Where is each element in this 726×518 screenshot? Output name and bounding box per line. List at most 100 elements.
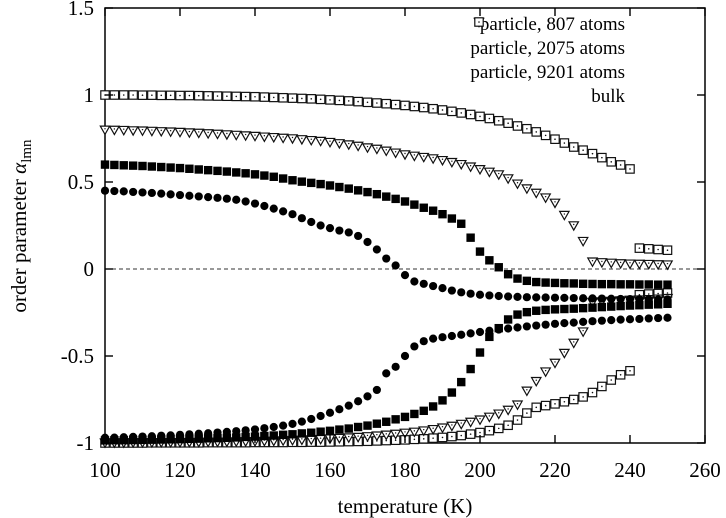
point-p9201-upper <box>549 198 561 209</box>
point-p9201-upper-dot <box>123 128 125 130</box>
point-bulk-lower-dot <box>479 431 481 434</box>
point-p807-lower <box>129 432 138 442</box>
point-p9201-lower-dot <box>526 389 528 391</box>
point-bulk-upper-dot <box>657 248 659 251</box>
point-p807-upper <box>344 228 353 237</box>
point-p807-upper <box>297 214 306 223</box>
point-p2075-lower <box>278 430 288 440</box>
point-p807-upper <box>654 295 663 304</box>
point-bulk-upper-dot <box>413 105 416 108</box>
point-p9201-upper-dot <box>366 145 369 148</box>
point-p2075-upper <box>550 278 560 288</box>
point-p9201-upper <box>577 236 589 247</box>
point-p9201-lower <box>493 409 505 420</box>
point-p9201-upper <box>361 143 374 154</box>
point-p2075-upper <box>644 280 653 289</box>
point-p9201-upper-dot <box>235 133 237 135</box>
point-p2075-lower <box>616 301 625 311</box>
point-p9201-upper <box>652 260 664 271</box>
point-p2075-upper <box>353 186 363 195</box>
point-p2075-lower <box>203 434 213 443</box>
point-p807-lower <box>485 326 494 335</box>
point-p9201-upper <box>493 170 505 181</box>
point-bulk-lower-dot <box>638 293 641 296</box>
point-p9201-upper <box>127 126 139 137</box>
point-p9201-lower <box>549 358 561 369</box>
point-p9201-upper <box>530 188 542 199</box>
point-bulk-upper-dot <box>282 96 284 99</box>
point-p9201-lower <box>455 419 467 430</box>
point-p807-upper <box>194 192 203 201</box>
point-p2075-upper <box>457 219 466 228</box>
point-bulk-lower-dot <box>394 439 397 442</box>
point-p807-upper <box>438 284 447 293</box>
point-bulk-upper-dot <box>179 94 181 97</box>
point-p2075-upper <box>250 170 260 179</box>
point-p2075-lower <box>297 429 307 438</box>
point-p9201-lower <box>408 427 421 438</box>
point-p807-lower <box>616 315 625 324</box>
y-axis-title-text: order parameter <box>7 173 31 313</box>
point-p9201-upper-dot <box>441 158 444 160</box>
legend-marker-bulk <box>474 17 485 27</box>
point-p9201-upper <box>258 132 271 143</box>
point-p9201-upper-dot <box>629 262 631 264</box>
point-p2075-upper <box>288 176 297 185</box>
point-p9201-lower <box>483 412 496 423</box>
point-p9201-upper <box>164 127 177 138</box>
point-p9201-lower-dot <box>413 430 416 432</box>
point-p9201-upper-dot <box>301 137 303 140</box>
point-p9201-lower-dot <box>441 425 444 428</box>
point-p807-lower <box>166 431 175 440</box>
point-p9201-upper <box>558 210 571 221</box>
y-axis-title-subscript: lmn <box>19 139 36 163</box>
point-p807-lower <box>138 432 147 441</box>
point-p807-upper <box>335 226 344 235</box>
point-p2075-upper <box>475 247 485 256</box>
point-p9201-lower <box>474 415 486 426</box>
point-p9201-upper <box>596 258 608 269</box>
point-p2075-lower <box>485 332 494 342</box>
point-p9201-lower <box>389 429 402 440</box>
point-p9201-upper-dot <box>666 262 669 265</box>
point-p2075-upper <box>307 178 316 188</box>
point-bulk-upper-dot <box>469 113 472 116</box>
point-p2075-upper <box>260 171 269 180</box>
point-p9201-lower <box>446 421 458 432</box>
point-bulk-upper-dot <box>357 100 359 103</box>
point-bulk-upper-dot <box>647 248 650 250</box>
point-p2075-lower <box>316 427 325 436</box>
point-p9201-lower <box>558 348 571 359</box>
point-p9201-upper <box>605 258 617 269</box>
point-p807-lower <box>269 422 278 432</box>
point-p9201-lower <box>464 417 477 428</box>
point-p807-upper <box>241 197 250 206</box>
point-p2075-upper <box>400 197 410 206</box>
point-p807-upper <box>522 293 531 302</box>
point-p807-upper <box>616 294 625 304</box>
point-p9201-upper-dot <box>282 136 284 138</box>
point-p2075-lower <box>457 377 466 387</box>
point-p807-lower <box>250 425 260 434</box>
point-p2075-upper <box>578 279 588 288</box>
point-p9201-upper-dot <box>244 133 247 136</box>
point-p9201-upper-dot <box>432 156 434 159</box>
point-bulk-lower-dot <box>441 436 444 439</box>
point-p9201-lower-dot <box>488 415 491 417</box>
point-bulk-upper-dot <box>216 95 219 97</box>
point-p9201-upper <box>521 184 533 195</box>
point-p2075-lower <box>428 402 438 411</box>
point-p9201-lower <box>399 428 411 439</box>
point-p9201-upper-dot <box>141 128 144 131</box>
y-tick-label: 1 <box>84 83 95 107</box>
point-p9201-upper <box>305 135 317 147</box>
point-p9201-lower-dot <box>310 437 312 440</box>
point-bulk-upper-dot <box>666 249 669 252</box>
point-bulk-upper-dot <box>329 99 331 101</box>
point-p9201-upper-dot <box>263 135 266 137</box>
point-p2075-lower <box>372 419 382 428</box>
point-p2075-upper <box>560 279 569 288</box>
point-p9201-upper-dot <box>216 132 219 134</box>
point-p2075-lower <box>288 430 297 439</box>
point-p9201-lower-dot <box>282 438 284 441</box>
